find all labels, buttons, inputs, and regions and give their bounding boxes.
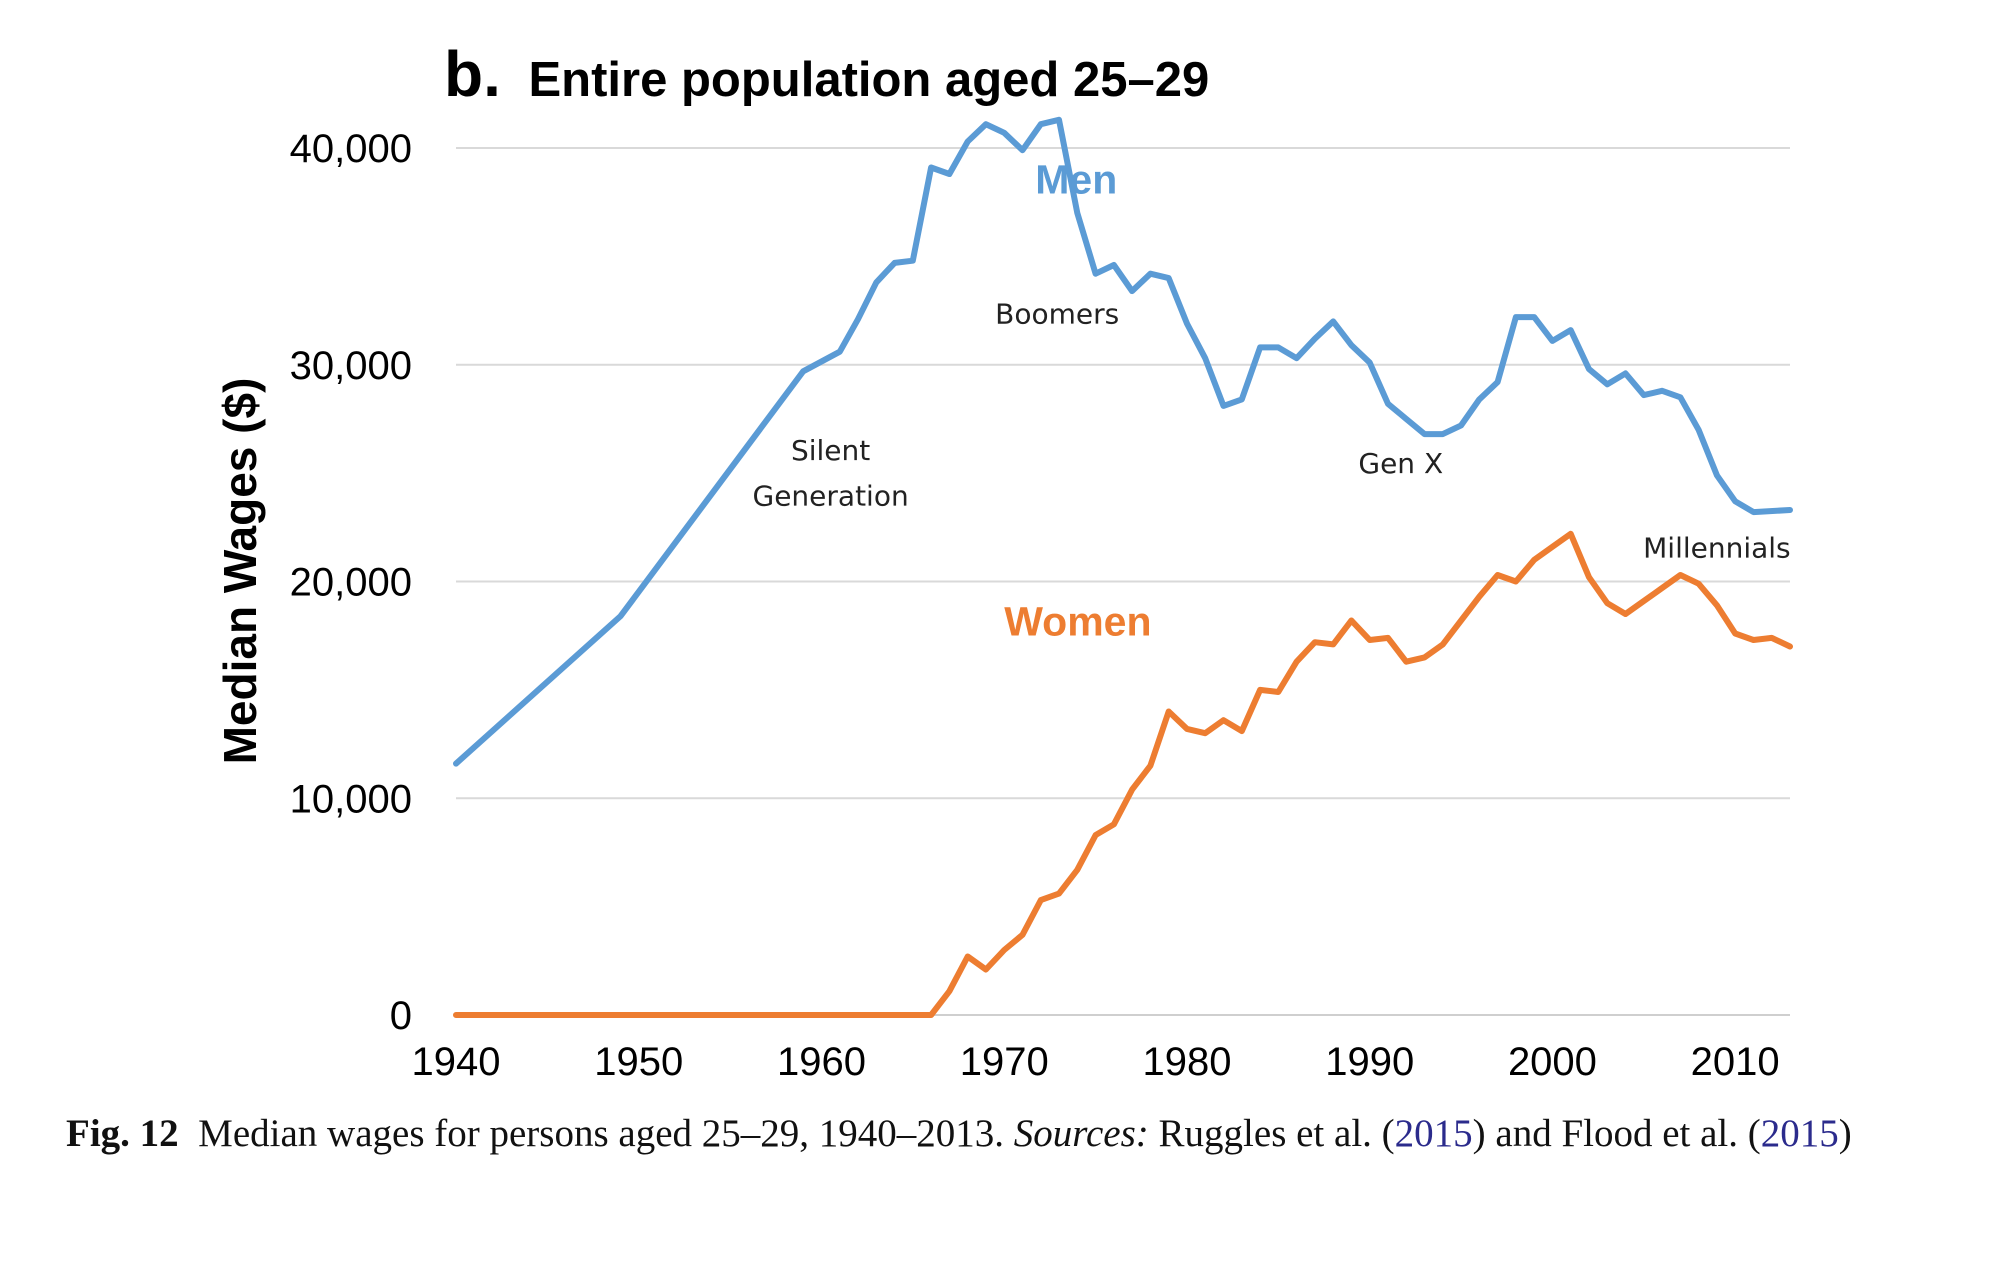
y-tick-label: 0 bbox=[390, 994, 412, 1038]
sources-label: Sources: bbox=[1013, 1112, 1149, 1155]
citation-link-ruggles[interactable]: 2015 bbox=[1394, 1112, 1473, 1155]
x-tick-label: 1990 bbox=[1325, 1040, 1414, 1084]
annotation-silent: Silent bbox=[791, 434, 870, 467]
chart-title-text: Entire population aged 25–29 bbox=[529, 53, 1210, 107]
y-tick-label: 20,000 bbox=[290, 561, 412, 605]
citation-link-flood[interactable]: 2015 bbox=[1760, 1112, 1839, 1155]
panel-letter: b. bbox=[444, 38, 501, 110]
x-tick-label: 2000 bbox=[1508, 1040, 1597, 1084]
annotation-generation: Generation bbox=[753, 480, 909, 513]
y-tick-label: 40,000 bbox=[290, 127, 412, 171]
series-label-men: Men bbox=[1035, 157, 1117, 203]
annotation-gen-x: Gen X bbox=[1358, 447, 1443, 480]
figure-caption: Fig. 12 Median wages for persons aged 25… bbox=[66, 1106, 1966, 1162]
y-axis-label: Median Wages ($) bbox=[214, 378, 266, 765]
chart-title: b. Entire population aged 25–29 bbox=[444, 38, 1209, 110]
x-tick-label: 1980 bbox=[1142, 1040, 1231, 1084]
series-label-women: Women bbox=[1004, 599, 1151, 645]
x-tick-label: 1950 bbox=[594, 1040, 683, 1084]
series-line-men bbox=[453, 116, 1793, 767]
x-tick-label: 2010 bbox=[1691, 1040, 1780, 1084]
series-line-women bbox=[453, 530, 1793, 1018]
x-tick-label: 1940 bbox=[412, 1040, 501, 1084]
annotation-millennials: Millennials bbox=[1643, 532, 1791, 565]
axes: 0 10,000 20,000 30,000 40,000 1940 1950 1960 197… bbox=[290, 127, 1790, 1084]
caption-source-text-1: Ruggles et al. ( bbox=[1158, 1112, 1395, 1155]
y-tick-label: 10,000 bbox=[290, 777, 412, 821]
x-tick-label: 1970 bbox=[960, 1040, 1049, 1084]
x-tick-label: 1960 bbox=[777, 1040, 866, 1084]
series-lines bbox=[453, 116, 1793, 1018]
annotation-boomers: Boomers bbox=[995, 298, 1119, 331]
y-tick-label: 30,000 bbox=[290, 344, 412, 388]
caption-source-text-3: ) bbox=[1838, 1112, 1852, 1155]
chart-labels: Men Women Silent Generation Boomers Gen X Mill… bbox=[753, 157, 1791, 645]
figure-label: Fig. 12 bbox=[66, 1112, 179, 1155]
caption-source-text-2: ) and Flood et al. ( bbox=[1472, 1112, 1761, 1155]
caption-text: Median wages for persons aged 25–29, 194… bbox=[198, 1112, 1005, 1155]
gridlines bbox=[456, 147, 1790, 800]
